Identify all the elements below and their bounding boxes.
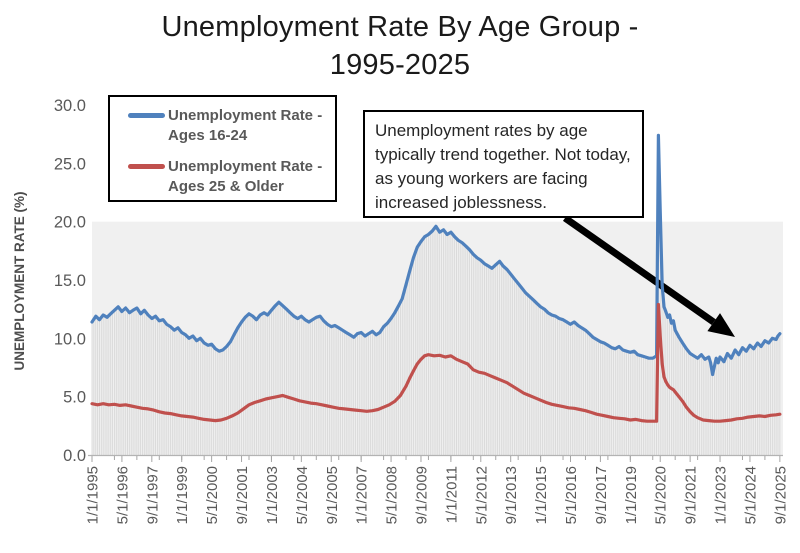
- legend-item-ages-25-older: Unemployment Rate - Ages 25 & Older: [128, 157, 329, 197]
- series-line-ages-16-24: [90, 133, 782, 377]
- annotation-arrow: [562, 215, 735, 337]
- x-tick-label: 1/1/2015: [533, 466, 550, 524]
- legend: Unemployment Rate - Ages 16-24 Unemploym…: [108, 95, 337, 202]
- x-tick-label: 9/1/2025: [772, 466, 789, 524]
- y-tick-label: 5.0: [63, 389, 86, 407]
- arrow-shaft: [562, 215, 716, 325]
- x-axis: [88, 454, 783, 460]
- series-line-ages-25-older: [90, 302, 782, 423]
- x-tick-label: 5/1/2000: [204, 466, 221, 524]
- y-tick-label: 20.0: [54, 214, 86, 232]
- x-tick-label: 9/1/2017: [593, 466, 610, 524]
- x-tick-label: 5/1/2008: [384, 466, 401, 524]
- y-tick-label: 30.0: [54, 97, 86, 115]
- y-tick-labels: 0.0 5.0 10.0 15.0 20.0 25.0 30.0: [54, 97, 86, 465]
- legend-line-swatch-red: [128, 164, 165, 169]
- x-tick-label: 5/1/1996: [114, 466, 131, 524]
- x-tick-labels: 1/1/1995 5/1/1996 9/1/1997 1/1/1999 5/1/2000…: [85, 456, 789, 524]
- y-tick-label: 25.0: [54, 155, 86, 173]
- arrow-head: [707, 313, 735, 337]
- x-tick-label: 9/1/2013: [503, 466, 520, 524]
- y-tick-label: 10.0: [54, 330, 86, 348]
- x-tick-label: 5/1/2020: [653, 466, 670, 524]
- x-tick-label: 1/1/2011: [443, 466, 460, 523]
- x-tick-label: 1/1/2007: [354, 466, 371, 524]
- legend-label-ages-16-24: Unemployment Rate - Ages 16-24: [168, 107, 323, 144]
- x-tick-label: 1/1/1999: [174, 466, 191, 524]
- y-tick-label: 0.0: [63, 447, 86, 465]
- x-tick-label: 5/1/2012: [473, 466, 490, 524]
- annotation-box: Unemployment rates by age typically tren…: [363, 110, 644, 218]
- month-stripes: [91, 135, 781, 455]
- x-tick-label: 9/1/1997: [144, 466, 161, 524]
- x-tick-label: 5/1/2016: [563, 466, 580, 524]
- y-tick-label: 15.0: [54, 272, 86, 290]
- annotation-text: Unemployment rates by age typically tren…: [375, 121, 631, 212]
- y-axis-title: UNEMPLOYMENT RATE (%): [12, 192, 27, 371]
- chart-title: Unemployment Rate By Age Group - 1995-20…: [0, 8, 800, 84]
- x-tick-label: 9/1/2009: [413, 466, 430, 524]
- x-tick-label: 5/1/2004: [294, 466, 311, 524]
- x-tick-label: 1/1/2023: [713, 466, 730, 524]
- legend-item-ages-16-24: Unemployment Rate - Ages 16-24: [128, 106, 329, 146]
- x-tick-label: 5/1/2024: [742, 466, 759, 524]
- x-tick-label: 9/1/2001: [234, 466, 251, 524]
- chart-title-line2: 1995-2025: [329, 49, 471, 81]
- chart-title-line1: Unemployment Rate By Age Group -: [161, 11, 639, 43]
- x-tick-label: 9/1/2005: [324, 466, 341, 524]
- legend-label-ages-25-older: Unemployment Rate - Ages 25 & Older: [168, 158, 323, 195]
- x-tick-label: 1/1/2019: [623, 466, 640, 524]
- x-tick-label: 9/1/2021: [683, 466, 700, 524]
- x-tick-label: 1/1/2003: [264, 466, 281, 524]
- legend-line-swatch-blue: [128, 113, 165, 118]
- x-tick-label: 1/1/1995: [85, 466, 102, 524]
